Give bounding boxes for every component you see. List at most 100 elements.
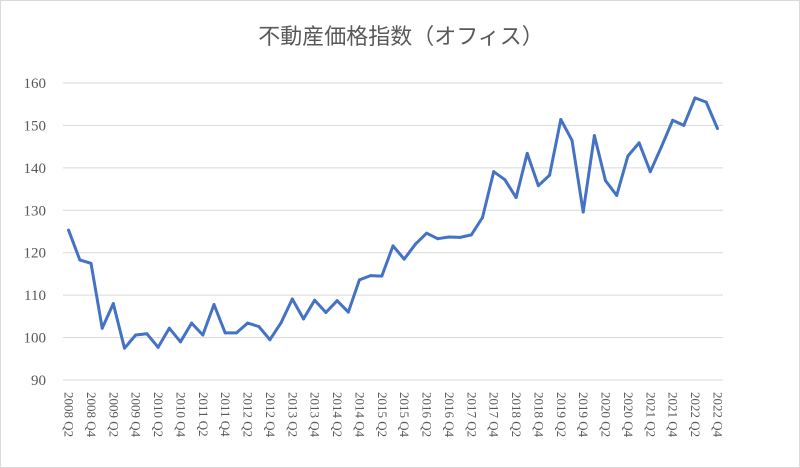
data-point xyxy=(123,346,127,350)
y-tick-label: 110 xyxy=(24,288,46,304)
x-tick-label: 2022 Q2 xyxy=(688,392,703,437)
x-tick-label: 2009 Q2 xyxy=(106,392,121,437)
data-point xyxy=(324,311,328,315)
x-tick-label: 2014 Q4 xyxy=(352,392,367,438)
data-point xyxy=(67,228,71,232)
data-point xyxy=(436,237,440,241)
data-point xyxy=(592,134,596,138)
data-point xyxy=(111,302,115,306)
x-tick-label: 2011 Q4 xyxy=(218,392,233,437)
x-tick-label: 2021 Q2 xyxy=(643,392,658,437)
y-tick-label: 130 xyxy=(24,203,47,219)
data-point xyxy=(290,297,294,301)
data-point xyxy=(257,325,261,329)
x-tick-label: 2012 Q4 xyxy=(263,392,278,438)
data-point xyxy=(335,299,339,303)
data-point xyxy=(682,123,686,127)
data-point xyxy=(357,278,361,282)
y-tick-label: 120 xyxy=(24,246,47,262)
y-tick-label: 160 xyxy=(24,76,47,92)
x-tick-label: 2020 Q4 xyxy=(621,392,636,438)
data-point xyxy=(637,141,641,145)
x-tick-label: 2019 Q4 xyxy=(576,392,591,438)
series-line xyxy=(67,96,719,350)
x-tick-label: 2017 Q4 xyxy=(487,392,502,438)
x-tick-label: 2019 Q2 xyxy=(554,392,569,437)
x-tick-label: 2022 Q4 xyxy=(710,392,725,438)
data-point xyxy=(302,317,306,321)
data-point xyxy=(246,321,250,325)
data-point xyxy=(458,235,462,239)
y-tick-label: 90 xyxy=(31,373,46,389)
x-tick-label: 2018 Q4 xyxy=(531,392,546,438)
x-tick-label: 2014 Q2 xyxy=(330,392,345,437)
x-tick-label: 2012 Q2 xyxy=(241,392,256,437)
x-tick-label: 2015 Q2 xyxy=(375,392,390,437)
x-tick-label: 2011 Q2 xyxy=(196,392,211,437)
x-axis-ticks: 2008 Q2 2008 Q4 2009 Q2 2009 Q4 2010 Q2 2010 … xyxy=(62,392,726,438)
x-tick-label: 2008 Q2 xyxy=(62,392,77,437)
data-point xyxy=(178,340,182,344)
y-tick-label: 140 xyxy=(24,161,47,177)
data-point xyxy=(413,242,417,246)
data-point xyxy=(134,333,138,337)
data-point xyxy=(570,138,574,142)
data-point xyxy=(693,96,697,100)
chart-title: 不動産価格指数（オフィス） xyxy=(258,25,544,50)
gridlines xyxy=(63,82,723,381)
data-point xyxy=(380,274,384,278)
data-point xyxy=(559,117,563,121)
data-point xyxy=(671,118,675,122)
data-point xyxy=(223,331,227,335)
data-point xyxy=(469,233,473,237)
data-point xyxy=(581,210,585,214)
x-tick-label: 2013 Q4 xyxy=(308,392,323,438)
y-tick-label: 150 xyxy=(24,118,47,134)
x-tick-label: 2008 Q4 xyxy=(84,392,99,438)
data-point xyxy=(604,179,608,183)
y-tick-label: 100 xyxy=(24,331,47,347)
data-point xyxy=(145,332,149,336)
data-point xyxy=(648,170,652,174)
data-point xyxy=(548,173,552,177)
x-tick-label: 2018 Q2 xyxy=(509,392,524,437)
x-tick-label: 2016 Q2 xyxy=(420,392,435,437)
data-point xyxy=(167,326,171,330)
x-tick-label: 2020 Q2 xyxy=(599,392,614,437)
x-tick-label: 2009 Q4 xyxy=(129,392,144,438)
data-point xyxy=(279,321,283,325)
x-tick-label: 2015 Q4 xyxy=(397,392,412,438)
x-tick-label: 2010 Q2 xyxy=(151,392,166,437)
data-point xyxy=(503,178,507,182)
data-point xyxy=(492,170,496,174)
data-point xyxy=(659,145,663,149)
data-point xyxy=(704,100,708,104)
data-point xyxy=(626,154,630,158)
series-line-group xyxy=(67,96,719,350)
data-point xyxy=(615,193,619,197)
data-point xyxy=(100,326,104,330)
x-tick-label: 2021 Q4 xyxy=(666,392,681,438)
data-point xyxy=(156,345,160,349)
data-point xyxy=(201,333,205,337)
data-point xyxy=(402,257,406,261)
data-point xyxy=(268,338,272,342)
data-point xyxy=(525,151,529,155)
data-point xyxy=(89,261,93,265)
x-tick-label: 2013 Q2 xyxy=(285,392,300,437)
x-tick-label: 2010 Q4 xyxy=(173,392,188,438)
data-point xyxy=(447,235,451,239)
data-point xyxy=(536,184,540,188)
x-tick-label: 2016 Q4 xyxy=(442,392,457,438)
data-point xyxy=(313,298,317,302)
data-point xyxy=(480,215,484,219)
data-point xyxy=(190,321,194,325)
data-point xyxy=(391,244,395,248)
data-point xyxy=(715,126,719,130)
x-tick-label: 2017 Q2 xyxy=(464,392,479,437)
data-point xyxy=(369,274,373,278)
data-point xyxy=(514,196,518,200)
data-point xyxy=(425,231,429,235)
